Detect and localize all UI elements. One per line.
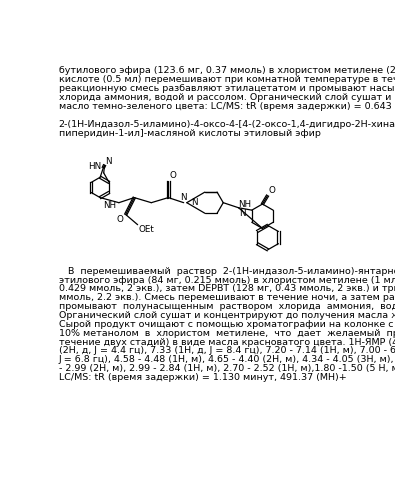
Text: 10% метанолом  в  хлористом  метилене,  что  дает  желаемый  продукт  (36.2  мг,: 10% метанолом в хлористом метилене, что … xyxy=(58,328,395,338)
Text: N: N xyxy=(181,193,187,202)
Text: O: O xyxy=(170,171,177,180)
Text: В  перемешиваемый  раствор  2-(1H-индазол-5-иламино)-янтарной  кислоты  1-: В перемешиваемый раствор 2-(1H-индазол-5… xyxy=(58,266,395,276)
Text: реакционную смесь разбавляют этилацетатом и промывают насыщенным раствором: реакционную смесь разбавляют этилацетато… xyxy=(58,84,395,93)
Text: Сырой продукт очищают с помощью хроматографии на колонке с силикагелем, элюируя: Сырой продукт очищают с помощью хроматог… xyxy=(58,320,395,329)
Text: (2H, д, J = 4.4 гц), 7.33 (1H, д, J = 8.4 гц), 7.20 - 7.14 (1H, м), 7.00 - 6.80 : (2H, д, J = 4.4 гц), 7.33 (1H, д, J = 8.… xyxy=(58,346,395,356)
Text: N: N xyxy=(239,208,246,218)
Text: пиперидин-1-ил]-масляной кислоты этиловый эфир: пиперидин-1-ил]-масляной кислоты этиловы… xyxy=(58,128,320,138)
Text: хлорида аммония, водой и рассолом. Органический слой сушат и концентрируют, что : хлорида аммония, водой и рассолом. Орган… xyxy=(58,92,395,102)
Text: NH: NH xyxy=(238,200,251,209)
Text: кислоте (0.5 мл) перемешивают при комнатной температуре в течение ночи. Затем: кислоте (0.5 мл) перемешивают при комнат… xyxy=(58,75,395,84)
Text: 0.429 ммоль, 2 экв.), затем DEPBT (128 мг, 0.43 ммоль, 2 экв.) и триэтиламин (70: 0.429 ммоль, 2 экв.), затем DEPBT (128 м… xyxy=(58,284,395,294)
Text: HN: HN xyxy=(88,162,102,172)
Text: течение двух стадий) в виде масла красноватого цвета. 1H-ЯМР (400 МГц, CDCl3) δ : течение двух стадий) в виде масла красно… xyxy=(58,338,395,346)
Text: OEt: OEt xyxy=(138,226,154,234)
Text: N: N xyxy=(191,198,197,207)
Text: NH: NH xyxy=(103,201,116,210)
Text: - 2.99 (2H, м), 2.99 - 2.84 (1H, м), 2.70 - 2.52 (1H, м),1.80 -1.50 (5 H, м), 1.: - 2.99 (2H, м), 2.99 - 2.84 (1H, м), 2.7… xyxy=(58,364,395,373)
Text: LC/MS: tR (время задержки) = 1.130 минут, 491.37 (МН)+: LC/MS: tR (время задержки) = 1.130 минут… xyxy=(58,373,346,382)
Text: N: N xyxy=(105,158,111,166)
Text: Органический слой сушат и концентрируют до получения масла желто-коричневого цве: Органический слой сушат и концентрируют … xyxy=(58,311,395,320)
Text: O: O xyxy=(268,186,275,195)
Text: 2-(1H-Индазол-5-иламино)-4-оксо-4-[4-(2-оксо-1,4-дигидро-2H-хиназолин-3-ил)-: 2-(1H-Индазол-5-иламино)-4-оксо-4-[4-(2-… xyxy=(58,120,395,128)
Text: промывают  полунасыщенным  раствором  хлорида  аммония,  водой  и  рассолом.: промывают полунасыщенным раствором хлори… xyxy=(58,302,395,311)
Text: масло темно-зеленого цвета: LC/MS: tR (время задержки) = 0.643 минут, 278.19 (МН: масло темно-зеленого цвета: LC/MS: tR (в… xyxy=(58,102,395,110)
Text: этилового эфира (84 мг, 0.215 ммоль) в хлористом метилене (1 мл) добавляют амин : этилового эфира (84 мг, 0.215 ммоль) в х… xyxy=(58,276,395,284)
Text: O: O xyxy=(117,216,123,224)
Text: ммоль, 2.2 экв.). Смесь перемешивают в течение ночи, а затем разбавляют этилацет: ммоль, 2.2 экв.). Смесь перемешивают в т… xyxy=(58,294,395,302)
Text: бутилового эфира (123.6 мг, 0.37 ммоль) в хлористом метилене (2 мл) и  трифторук: бутилового эфира (123.6 мг, 0.37 ммоль) … xyxy=(58,66,395,75)
Text: J = 6.8 гц), 4.58 - 4.48 (1H, м), 4.65 - 4.40 (2H, м), 4.34 - 4.05 (3H, м), 4.02: J = 6.8 гц), 4.58 - 4.48 (1H, м), 4.65 -… xyxy=(58,356,395,364)
